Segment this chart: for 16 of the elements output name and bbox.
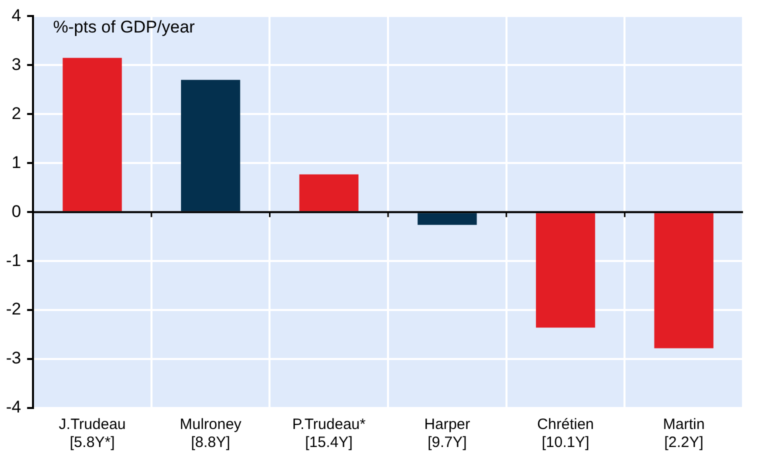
y-tick-label: 3 <box>12 54 22 74</box>
x-tick-label: J.Trudeau [5.8Y*] <box>58 416 126 452</box>
x-tick-label: Chrétien [10.1Y] <box>537 416 594 452</box>
y-tick-label: 4 <box>12 6 22 25</box>
x-tick-label: P.Trudeau* [15.4Y] <box>292 416 366 452</box>
y-axis-title: %-pts of GDP/year <box>53 17 196 36</box>
y-tick-label: 0 <box>12 202 22 221</box>
y-tick-label: -2 <box>6 300 22 319</box>
y-tick-label: -4 <box>6 398 22 417</box>
x-tick-label: Mulroney [8.8Y] <box>180 416 242 452</box>
y-tick-label: 1 <box>12 152 22 172</box>
x-tick-label: Martin [2.2Y] <box>663 416 705 452</box>
y-tick-label: -1 <box>6 250 22 270</box>
y-tick-label: -3 <box>6 348 22 368</box>
x-tick-label: Harper [9.7Y] <box>424 416 470 452</box>
y-tick-label: 2 <box>12 104 22 123</box>
